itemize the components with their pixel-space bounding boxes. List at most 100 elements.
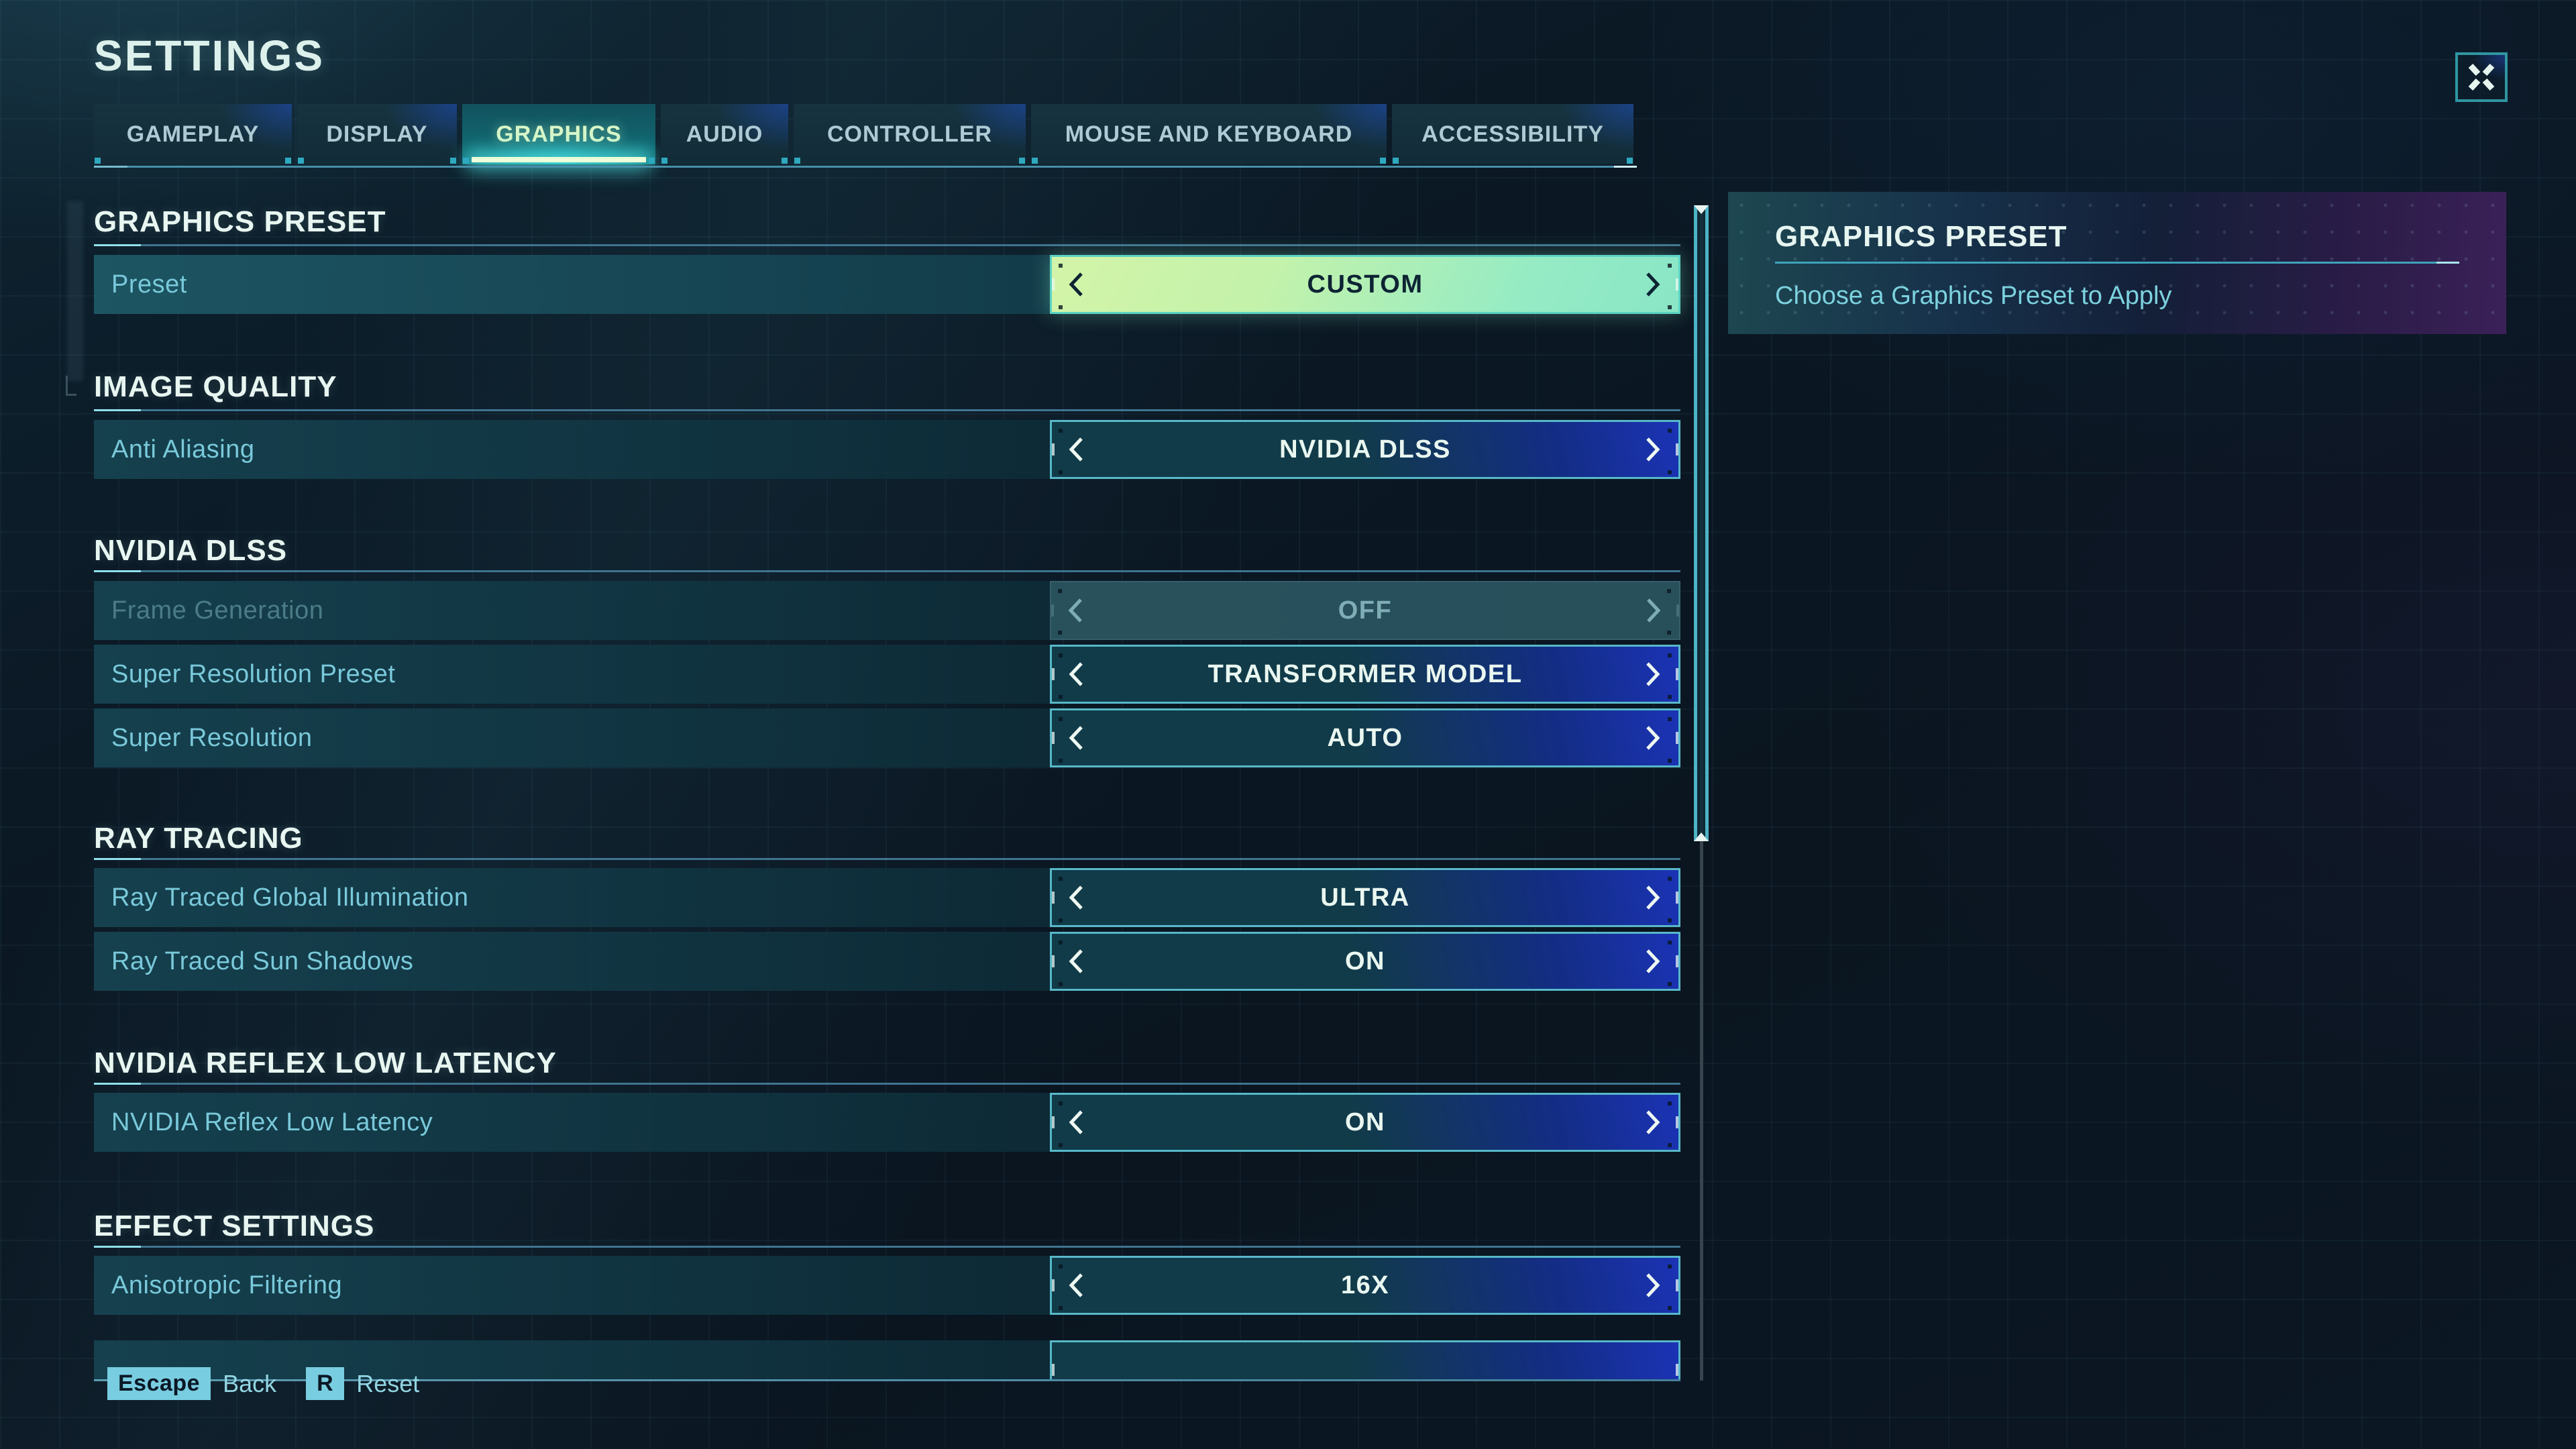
nvidia-reflex-value-selector[interactable]: ON bbox=[1050, 1093, 1680, 1152]
setting-info-panel: GRAPHICS PRESET Choose a Graphics Preset… bbox=[1728, 192, 2506, 334]
setting-label: Frame Generation bbox=[111, 596, 324, 625]
tab-mouse-and-keyboard[interactable]: MOUSE AND KEYBOARD bbox=[1031, 104, 1387, 164]
decorative-bracket bbox=[66, 376, 76, 396]
info-panel-divider bbox=[1775, 262, 2459, 264]
rt-global-illumination-value-selector[interactable]: ULTRA bbox=[1050, 868, 1680, 927]
section-heading-effect-settings: EFFECT SETTINGS bbox=[94, 1210, 375, 1242]
setting-row-super-resolution[interactable]: Super Resolution AUTO bbox=[94, 708, 1680, 767]
section-heading-image-quality: IMAGE QUALITY bbox=[94, 370, 337, 403]
tab-corner-mark bbox=[1032, 158, 1038, 164]
active-tab-underline bbox=[472, 157, 646, 162]
selector-corner-dots bbox=[1059, 877, 1063, 881]
graphics-settings-list: GRAPHICS PRESET Preset CUSTOM IMAGE QUAL… bbox=[94, 0, 1680, 1449]
preset-value-selector[interactable]: CUSTOM bbox=[1050, 255, 1680, 314]
chevron-right-icon[interactable] bbox=[1645, 436, 1662, 463]
chevron-right-icon[interactable] bbox=[1645, 661, 1662, 688]
anti-aliasing-value-selector[interactable]: NVIDIA DLSS bbox=[1050, 420, 1680, 479]
selector-corner-dots bbox=[1059, 717, 1063, 721]
collapse-window-button[interactable] bbox=[2455, 52, 2508, 102]
tab-corner-mark bbox=[95, 158, 101, 164]
collapse-x-icon bbox=[2462, 58, 2501, 96]
tab-gameplay[interactable]: GAMEPLAY bbox=[94, 104, 292, 164]
setting-row-frame-generation: Frame Generation OFF bbox=[94, 581, 1680, 640]
chevron-left-icon[interactable] bbox=[1068, 271, 1085, 298]
chevron-right-icon[interactable] bbox=[1645, 724, 1662, 751]
setting-label: NVIDIA Reflex Low Latency bbox=[111, 1108, 433, 1136]
shortcut-label: Back bbox=[223, 1369, 277, 1397]
super-resolution-preset-value-selector[interactable]: TRANSFORMER MODEL bbox=[1050, 645, 1680, 704]
tab-audio[interactable]: AUDIO bbox=[661, 104, 788, 164]
setting-value: TRANSFORMER MODEL bbox=[1208, 659, 1523, 688]
setting-label: Anisotropic Filtering bbox=[111, 1271, 343, 1299]
chevron-right-icon[interactable] bbox=[1645, 1272, 1662, 1299]
tab-label: MOUSE AND KEYBOARD bbox=[1065, 121, 1353, 147]
shortcut-label: Reset bbox=[356, 1369, 420, 1397]
section-divider bbox=[94, 1083, 1680, 1085]
section-divider bbox=[94, 570, 1680, 572]
selector-corner-dots bbox=[1058, 589, 1062, 593]
super-resolution-value-selector[interactable]: AUTO bbox=[1050, 708, 1680, 767]
tab-corner-mark bbox=[298, 158, 304, 164]
chevron-left-icon[interactable] bbox=[1068, 436, 1085, 463]
chevron-left-icon[interactable] bbox=[1068, 948, 1085, 975]
setting-label: Ray Traced Sun Shadows bbox=[111, 947, 414, 975]
selector-corner-dots bbox=[1059, 653, 1063, 657]
setting-row-nvidia-reflex[interactable]: NVIDIA Reflex Low Latency ON bbox=[94, 1093, 1680, 1152]
tab-corner-mark bbox=[1380, 158, 1386, 164]
chevron-right-icon[interactable] bbox=[1645, 948, 1662, 975]
info-panel-description: Choose a Graphics Preset to Apply bbox=[1775, 282, 2172, 310]
setting-value: ON bbox=[1345, 947, 1385, 975]
setting-row-super-resolution-preset[interactable]: Super Resolution Preset TRANSFORMER MODE… bbox=[94, 645, 1680, 704]
partially-visible-row bbox=[94, 1331, 1680, 1379]
chevron-right-icon[interactable] bbox=[1645, 1109, 1662, 1136]
shortcut-back[interactable]: Escape Back bbox=[107, 1367, 276, 1400]
settings-tab-bar: GAMEPLAY DISPLAY GRAPHICS AUDIO CONTROLL… bbox=[94, 104, 1633, 164]
chevron-right-icon bbox=[1646, 597, 1663, 624]
section-divider bbox=[94, 858, 1680, 860]
chevron-left-icon[interactable] bbox=[1068, 1272, 1085, 1299]
setting-value: NVIDIA DLSS bbox=[1279, 435, 1451, 464]
tab-label: CONTROLLER bbox=[826, 121, 993, 147]
tab-corner-mark bbox=[1019, 158, 1025, 164]
selector-corner-dots bbox=[1059, 1102, 1063, 1106]
setting-value: ULTRA bbox=[1320, 883, 1410, 912]
tab-display[interactable]: DISPLAY bbox=[297, 104, 457, 164]
tab-label: DISPLAY bbox=[326, 121, 428, 147]
tab-corner-mark bbox=[1393, 158, 1399, 164]
setting-row-rt-global-illumination[interactable]: Ray Traced Global Illumination ULTRA bbox=[94, 868, 1680, 927]
frame-generation-value-selector: OFF bbox=[1050, 581, 1680, 640]
section-divider bbox=[94, 409, 1680, 411]
tab-label: GAMEPLAY bbox=[126, 121, 260, 147]
setting-row-preset[interactable]: Preset CUSTOM bbox=[94, 255, 1680, 314]
tab-label: GRAPHICS bbox=[496, 121, 622, 147]
setting-row-anisotropic-filtering[interactable]: Anisotropic Filtering 16X bbox=[94, 1256, 1680, 1315]
chevron-left-icon[interactable] bbox=[1068, 884, 1085, 911]
chevron-right-icon[interactable] bbox=[1645, 884, 1662, 911]
setting-row-anti-aliasing[interactable]: Anti Aliasing NVIDIA DLSS bbox=[94, 420, 1680, 479]
anisotropic-filtering-value-selector[interactable]: 16X bbox=[1050, 1256, 1680, 1315]
scrollbar-thumb[interactable] bbox=[1694, 205, 1709, 841]
tab-corner-mark bbox=[463, 158, 469, 164]
section-divider bbox=[94, 1246, 1680, 1248]
tab-accessibility[interactable]: ACCESSIBILITY bbox=[1392, 104, 1633, 164]
selector-corner-dots bbox=[1059, 264, 1063, 268]
setting-row-partial[interactable] bbox=[94, 1340, 1680, 1379]
shortcut-reset[interactable]: R Reset bbox=[306, 1367, 419, 1400]
setting-label: Anti Aliasing bbox=[111, 435, 255, 464]
chevron-left-icon[interactable] bbox=[1068, 724, 1085, 751]
tab-corner-mark bbox=[649, 158, 655, 164]
selector-corner-dots bbox=[1059, 941, 1063, 945]
chevron-left-icon[interactable] bbox=[1068, 1109, 1085, 1136]
chevron-left-icon[interactable] bbox=[1068, 661, 1085, 688]
section-heading-nvidia-reflex: NVIDIA REFLEX LOW LATENCY bbox=[94, 1046, 557, 1079]
setting-row-rt-sun-shadows[interactable]: Ray Traced Sun Shadows ON bbox=[94, 932, 1680, 991]
setting-label: Super Resolution Preset bbox=[111, 659, 396, 688]
tab-controller[interactable]: CONTROLLER bbox=[794, 104, 1026, 164]
tab-graphics[interactable]: GRAPHICS bbox=[462, 104, 655, 164]
info-panel-heading: GRAPHICS PRESET bbox=[1775, 220, 2068, 253]
chevron-right-icon[interactable] bbox=[1645, 271, 1662, 298]
rt-sun-shadows-value-selector[interactable]: ON bbox=[1050, 932, 1680, 991]
setting-value: OFF bbox=[1338, 596, 1393, 625]
selector-corner-dots bbox=[1059, 1265, 1063, 1269]
list-bottom-divider bbox=[94, 1379, 1680, 1381]
